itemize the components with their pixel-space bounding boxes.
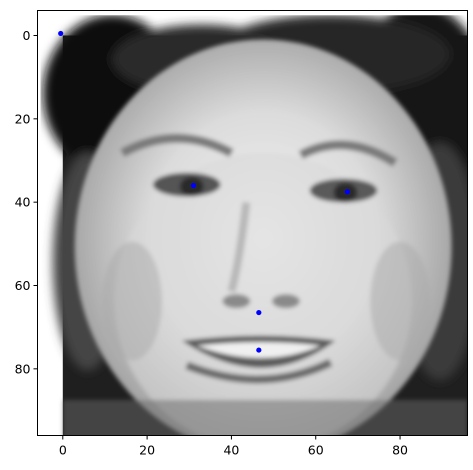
keypoint-marker (256, 347, 262, 353)
keypoint-marker (190, 182, 197, 189)
axes-frame (37, 10, 468, 436)
face-image (42, 15, 468, 436)
keypoint-marker (58, 30, 64, 37)
x-tick-label: 80 (392, 443, 408, 458)
x-tick-label: 20 (139, 443, 155, 458)
y-tick-label: 40 (15, 195, 31, 210)
keypoint-series (58, 30, 350, 353)
keypoint-marker (344, 189, 350, 195)
x-tick-label: 40 (223, 443, 239, 458)
y-tick-label: 80 (15, 361, 31, 376)
y-tick-label: 20 (15, 111, 31, 126)
x-tick-label: 0 (59, 443, 67, 458)
x-tick-label: 60 (308, 443, 324, 458)
y-tick-label: 60 (15, 278, 31, 293)
x-axis: 0 20 40 60 80 (59, 435, 408, 458)
y-tick-label: 0 (23, 28, 31, 43)
keypoint-marker (256, 309, 262, 316)
y-axis: 0 20 40 60 80 (15, 28, 38, 376)
